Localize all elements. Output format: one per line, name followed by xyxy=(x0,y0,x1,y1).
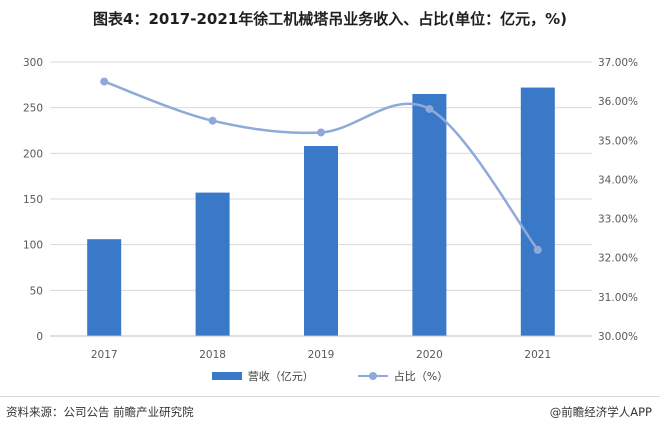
y-left-tick-label: 50 xyxy=(30,285,43,297)
bar-series xyxy=(87,87,555,336)
chart-title: 图表4：2017-2021年徐工机械塔吊业务收入、占比(单位：亿元，%) xyxy=(93,10,567,28)
y-left-tick-label: 200 xyxy=(23,148,43,160)
chart-svg: 0 50 100 150 200 250 300 30.00% 31.00% 32.00% 33.0… xyxy=(23,57,638,360)
bar xyxy=(520,87,555,336)
legend: 营收（亿元） 占比（%） xyxy=(0,366,660,386)
y-left-tick-label: 250 xyxy=(23,103,43,115)
brand-label: @前瞻经济学人APP xyxy=(549,405,652,419)
legend-item-share: 占比（%） xyxy=(357,368,449,384)
bar xyxy=(195,192,230,336)
legend-line-swatch xyxy=(357,372,388,380)
y-right-tick-label: 35.00% xyxy=(598,135,638,147)
x-tick-label: 2019 xyxy=(308,349,335,360)
x-tick-label: 2021 xyxy=(524,349,551,360)
legend-label-revenue: 营收（亿元） xyxy=(247,370,314,383)
share-point xyxy=(208,116,217,125)
legend-label-share: 占比（%） xyxy=(393,370,449,383)
y-right-tick-label: 34.00% xyxy=(598,174,638,186)
share-point xyxy=(533,245,542,254)
footer-divider xyxy=(0,396,660,397)
y-right-tick-label: 36.00% xyxy=(598,96,638,108)
y-left-tick-label: 100 xyxy=(23,240,43,252)
y-left-tick-label: 150 xyxy=(23,194,43,206)
y-right-tick-label: 32.00% xyxy=(598,253,638,265)
x-tick-label: 2018 xyxy=(199,349,226,360)
bar xyxy=(87,239,122,336)
share-point xyxy=(317,128,325,137)
y-right-tick-label: 33.00% xyxy=(598,214,638,226)
x-tick-label: 2017 xyxy=(91,349,118,360)
share-point xyxy=(100,77,109,86)
y-right-tick-label: 30.00% xyxy=(598,331,638,343)
bar xyxy=(412,93,447,336)
legend-bar-swatch xyxy=(211,372,242,380)
share-point xyxy=(425,104,434,113)
y-right-tick-label: 37.00% xyxy=(598,57,638,69)
line-series xyxy=(100,77,542,254)
y-right-tick-label: 31.00% xyxy=(598,292,638,304)
y-left-tick-label: 300 xyxy=(23,57,43,69)
x-tick-label: 2020 xyxy=(416,349,443,360)
y-left-tick-label: 0 xyxy=(36,331,43,343)
legend-item-revenue: 营收（亿元） xyxy=(211,368,314,384)
share-line xyxy=(103,80,539,251)
bar xyxy=(304,146,338,336)
source-note: 资料来源：公司公告 前瞻产业研究院 xyxy=(6,405,194,419)
axes: 0 50 100 150 200 250 300 30.00% 31.00% 32.00% 33.0… xyxy=(23,57,638,360)
